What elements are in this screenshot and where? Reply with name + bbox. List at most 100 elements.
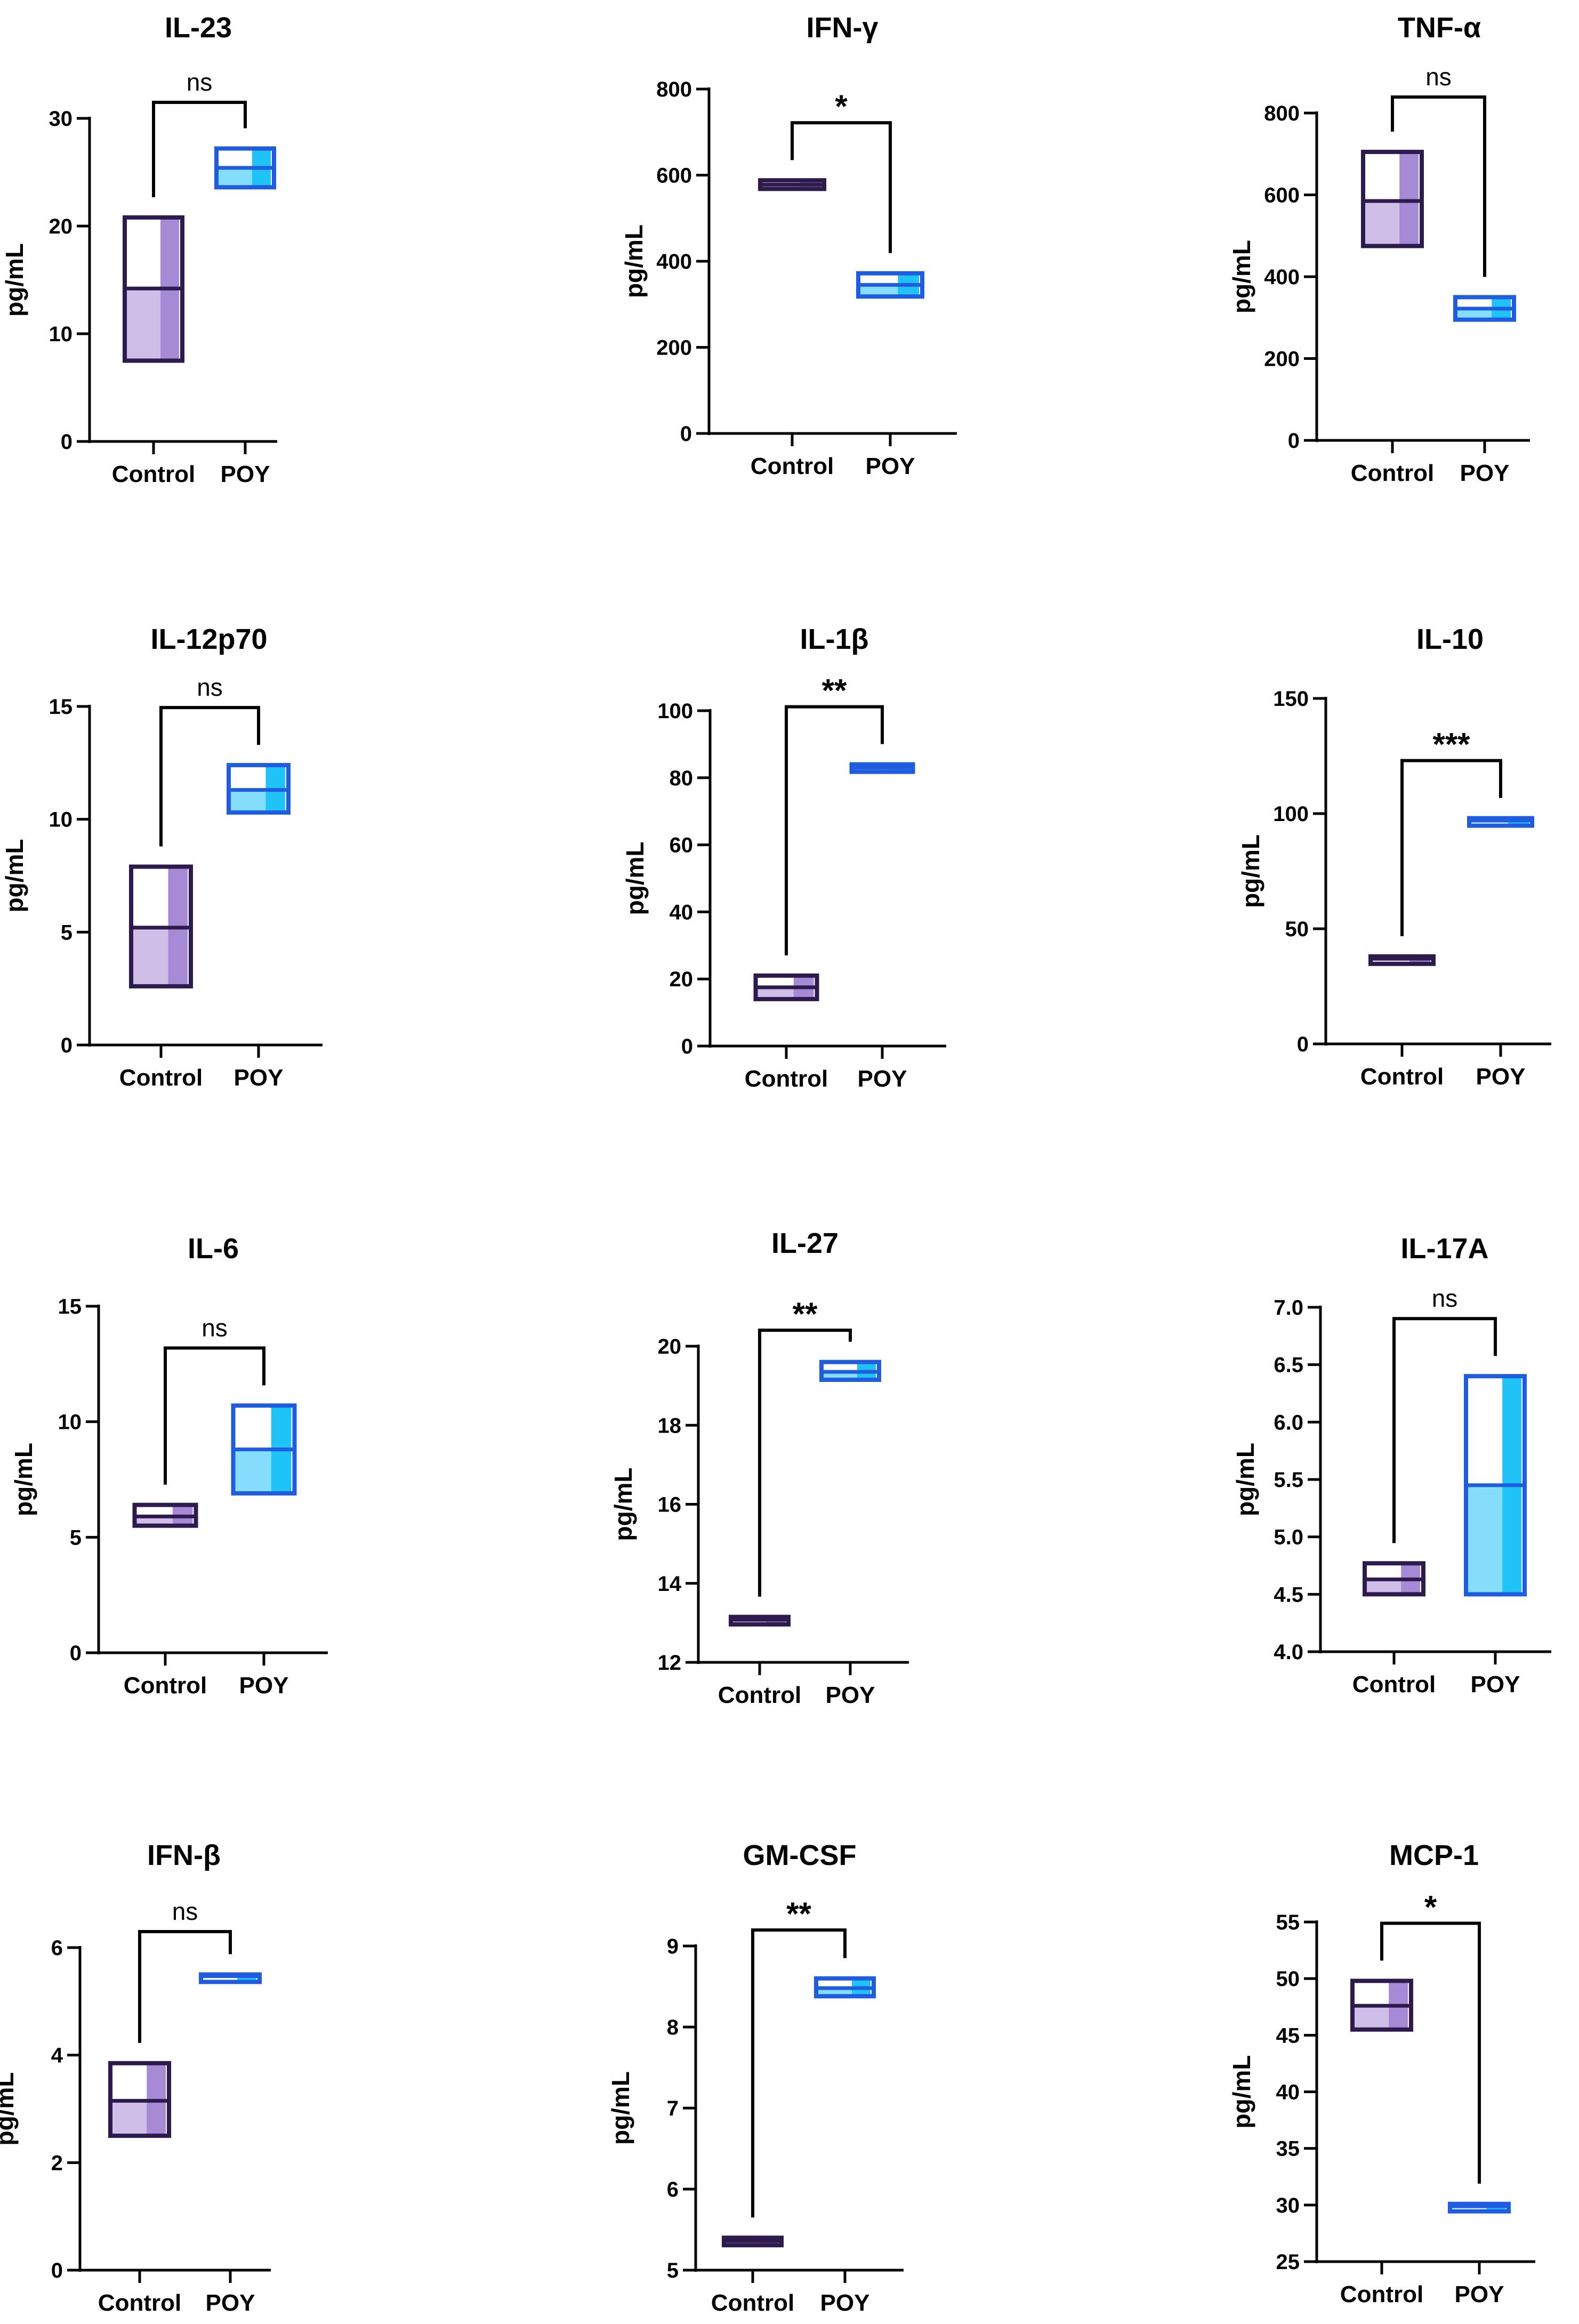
y-tick-label: 12 (658, 1651, 682, 1675)
control-box (1368, 954, 1436, 966)
chart-panel-8: IL-27 12 14 16 18 20 pg/mL Control POY ** (609, 1227, 909, 1708)
significance-bracket (1400, 759, 1502, 936)
chart-panel-2: IFN-γ 0 200 400 600 800 pg/mL Control POY * (620, 12, 957, 479)
significance-bracket (758, 1329, 852, 1597)
y-axis-label: pg/mL (1228, 2055, 1255, 2129)
control-box (1350, 1979, 1413, 2032)
x-tick-label: POY (1476, 1064, 1526, 1090)
box-fill-lower (219, 167, 253, 188)
significance-bracket (791, 121, 892, 253)
significance-label: *** (1432, 727, 1470, 762)
y-tick-label: 25 (1276, 2250, 1300, 2274)
poy-box (231, 1403, 297, 1495)
y-tick-label: 30 (49, 107, 73, 131)
y-tick-label: 0 (70, 1642, 82, 1665)
y-tick-label: 600 (1264, 184, 1300, 207)
y-tick-label: 10 (49, 808, 73, 832)
y-tick-label: 150 (1273, 687, 1309, 711)
y-tick-label: 20 (658, 1335, 682, 1358)
y-tick-label: 15 (58, 1295, 82, 1318)
x-tick-label: Control (98, 2290, 181, 2316)
significance-bracket (751, 1928, 847, 2218)
y-axis-label: pg/mL (1228, 240, 1255, 313)
significance-label: ns (1425, 63, 1452, 91)
x-tick-label: POY (221, 461, 270, 487)
poy-box (199, 1972, 262, 1984)
y-tick-label: 4 (51, 2044, 63, 2068)
x-tick-label: POY (858, 1066, 907, 1092)
y-tick-label: 50 (1276, 1967, 1300, 1991)
box-fill-lower (235, 1449, 272, 1493)
chart-title: GM-CSF (743, 1839, 857, 1871)
y-tick-label: 15 (49, 695, 73, 719)
y-tick-label: 5 (70, 1526, 82, 1549)
poy-box (1448, 2201, 1511, 2214)
x-tick-label: Control (119, 1065, 203, 1091)
control-box (1363, 1561, 1425, 1597)
x-tick-label: POY (239, 1672, 289, 1699)
y-tick-label: 5 (667, 2259, 679, 2282)
y-tick-label: 0 (681, 1035, 693, 1058)
chart-panel-9: IL-17A 4.0 4.5 5.0 5.5 6.0 6.5 7.0 pg/mL Control P… (1231, 1233, 1551, 1698)
significance-bracket (138, 1930, 232, 2043)
box-fill-lower (1468, 1485, 1503, 1595)
y-axis-label: pg/mL (1237, 834, 1264, 908)
significance-label: ns (1432, 1284, 1458, 1312)
significance-label: ns (202, 1314, 228, 1341)
x-tick-label: POY (206, 2290, 255, 2316)
y-axis-label: pg/mL (607, 2071, 634, 2145)
y-axis-label: pg/mL (1, 243, 28, 317)
significance-bracket (159, 706, 260, 847)
y-tick-label: 0 (61, 430, 72, 454)
y-tick-label: 0 (1288, 429, 1300, 453)
poy-box (856, 271, 924, 299)
control-box (132, 1502, 198, 1528)
chart-panel-6: IL-10 0 50 100 150 pg/mL Control POY *** (1237, 623, 1551, 1090)
significance-bracket (164, 1346, 265, 1485)
significance-label: ns (187, 68, 213, 96)
x-tick-label: Control (1351, 460, 1434, 486)
poy-box (214, 146, 276, 190)
poy-box (1464, 1374, 1527, 1597)
box-fill-lower (1457, 308, 1493, 320)
y-tick-label: 18 (658, 1414, 682, 1437)
chart-panel-11: GM-CSF 5 6 7 8 9 pg/mL Control POY ** (607, 1839, 904, 2316)
y-tick-label: 0 (51, 2259, 63, 2282)
significance-label: ** (793, 1296, 818, 1332)
x-tick-label: Control (112, 461, 195, 487)
significance-bracket (1380, 1921, 1481, 2184)
x-tick-label: POY (234, 1065, 284, 1091)
y-tick-label: 7 (667, 2097, 679, 2120)
y-tick-label: 4.5 (1274, 1583, 1303, 1606)
y-axis-label: pg/mL (10, 1443, 37, 1516)
y-axis-label: pg/mL (621, 842, 649, 915)
chart-title: MCP-1 (1389, 1839, 1479, 1871)
y-tick-label: 5 (61, 921, 72, 944)
y-tick-label: 55 (1276, 1911, 1300, 1934)
significance-bracket (1391, 95, 1486, 277)
y-tick-label: 200 (656, 336, 692, 360)
control-box (129, 864, 193, 988)
chart-title: IL-27 (771, 1227, 839, 1259)
control-box (753, 973, 819, 1001)
chart-title: IL-23 (165, 12, 232, 44)
x-tick-label: POY (1455, 2281, 1504, 2307)
y-tick-label: 0 (61, 1034, 72, 1057)
chart-title: IL-12p70 (150, 623, 267, 655)
significance-bracket (1392, 1317, 1497, 1543)
significance-bracket (785, 705, 884, 955)
y-tick-label: 10 (58, 1411, 82, 1434)
significance-label: ** (822, 673, 847, 709)
chart-title: IL-1β (800, 623, 869, 655)
y-tick-label: 9 (667, 1935, 679, 1958)
y-tick-label: 800 (656, 78, 692, 101)
y-tick-label: 6 (51, 1936, 63, 1960)
chart-panel-3: TNF-α 0 200 400 600 800 pg/mL Control POY ns (1228, 12, 1530, 486)
chart-title: IFN-γ (807, 12, 879, 44)
chart-panel-7: IL-6 0 5 10 15 pg/mL Control POY ns (10, 1233, 328, 1699)
box-fill-lower (1365, 201, 1400, 246)
x-tick-label: Control (711, 2290, 794, 2316)
chart-title: IFN-β (147, 1839, 221, 1871)
x-tick-label: POY (826, 1682, 875, 1708)
